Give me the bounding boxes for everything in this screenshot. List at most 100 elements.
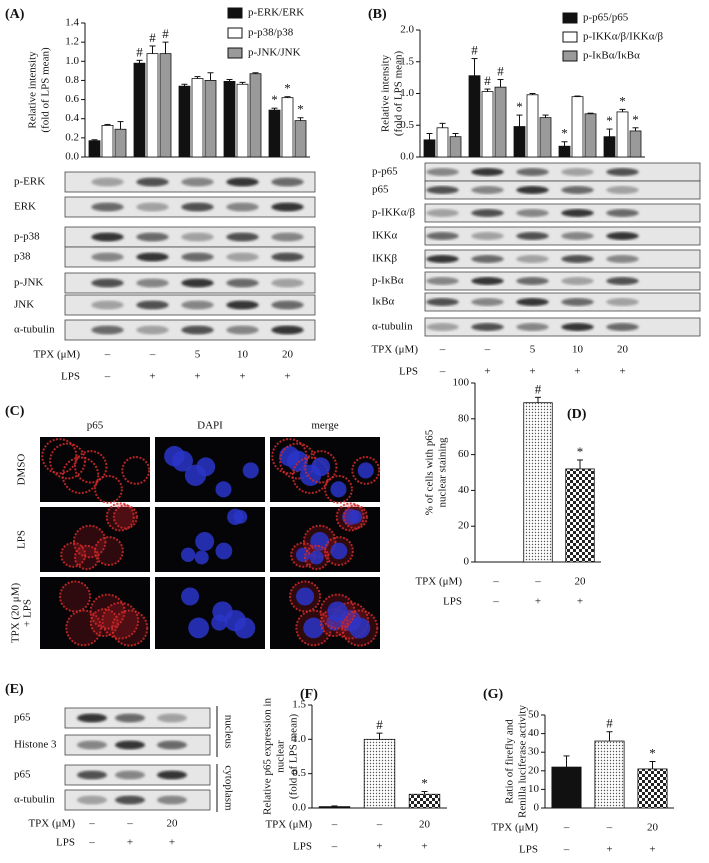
treatment-level: + bbox=[574, 366, 580, 378]
p65-signal bbox=[304, 450, 338, 484]
blot-band bbox=[136, 278, 169, 288]
significance: * bbox=[284, 81, 291, 96]
blot-label: JNK bbox=[14, 299, 34, 311]
panel-label: (F) bbox=[300, 687, 318, 702]
nucleus-signal bbox=[172, 450, 193, 472]
bar bbox=[616, 111, 629, 158]
blot-band bbox=[136, 325, 169, 335]
blot-band bbox=[157, 770, 187, 780]
p65-signal bbox=[112, 504, 138, 530]
blot-band bbox=[426, 277, 459, 285]
blot-band bbox=[157, 713, 187, 723]
row-label: + LPS bbox=[22, 599, 34, 627]
nucleus-signal bbox=[296, 587, 315, 606]
y-axis-label: Renilla luciferase activity bbox=[517, 705, 529, 819]
y-axis-label: nuclear staining bbox=[437, 437, 449, 507]
blot-band bbox=[136, 202, 169, 212]
bar bbox=[318, 806, 351, 809]
blot-label: p65 bbox=[14, 769, 31, 781]
significance: # bbox=[484, 73, 491, 88]
panel-label: (C) bbox=[5, 404, 25, 419]
bar bbox=[114, 128, 127, 158]
treatment-level: 20 bbox=[167, 818, 179, 830]
bar bbox=[101, 125, 114, 158]
p65-signal bbox=[121, 456, 151, 485]
treatment-level: + bbox=[169, 837, 175, 849]
legend-swatch bbox=[227, 27, 243, 39]
treatment-level: – bbox=[331, 819, 338, 831]
y-tick-label: 0.5 bbox=[400, 119, 414, 131]
bar bbox=[281, 97, 294, 158]
significance: # bbox=[497, 64, 504, 79]
column-label: merge bbox=[311, 420, 338, 432]
blot-band bbox=[136, 252, 169, 262]
nucleus-signal bbox=[188, 617, 210, 639]
significance: # bbox=[535, 381, 542, 396]
legend-label: p-p65/p65 bbox=[583, 12, 629, 24]
blot-label: p-JNK bbox=[14, 277, 43, 289]
fraction-label: nucleus bbox=[222, 715, 234, 749]
treatment-level: + bbox=[649, 844, 655, 856]
y-tick-label: 40 bbox=[458, 484, 470, 496]
blot-band bbox=[115, 740, 145, 750]
blot-band bbox=[516, 209, 549, 217]
bar bbox=[603, 136, 616, 158]
bar bbox=[481, 91, 494, 158]
bar bbox=[178, 85, 191, 158]
treatment-label: LPS bbox=[56, 837, 75, 849]
p65-signal bbox=[59, 580, 92, 613]
blot-band bbox=[181, 202, 214, 212]
blot-label: α-tubulin bbox=[372, 321, 413, 333]
blot-band bbox=[271, 278, 304, 288]
blot-label: p-p38 bbox=[14, 231, 40, 243]
treatment-level: + bbox=[484, 366, 490, 378]
treatment-level: – bbox=[331, 841, 338, 853]
blot-band bbox=[271, 202, 304, 212]
treatment-level: + bbox=[376, 841, 382, 853]
blot-band bbox=[226, 325, 259, 335]
legend-label: p-ERK/ERK bbox=[248, 7, 304, 19]
significance: * bbox=[577, 444, 584, 459]
bar bbox=[133, 62, 146, 158]
bar bbox=[551, 766, 582, 809]
treatment-level: – bbox=[104, 371, 111, 383]
blot-band bbox=[561, 232, 594, 240]
nucleus-signal bbox=[309, 550, 324, 565]
bar bbox=[571, 96, 584, 158]
legend-swatch bbox=[227, 7, 243, 19]
significance: # bbox=[606, 716, 613, 731]
treatment-label: LPS bbox=[61, 371, 80, 383]
y-tick-label: 0.0 bbox=[292, 802, 306, 814]
significance: * bbox=[271, 92, 278, 107]
bar bbox=[539, 117, 552, 158]
bar bbox=[584, 113, 597, 158]
blot-label: IκBα bbox=[372, 296, 395, 308]
blot-label: IKKβ bbox=[372, 253, 398, 265]
blot-band bbox=[561, 168, 594, 176]
treatment-level: 5 bbox=[530, 344, 536, 356]
treatment-level: 20 bbox=[647, 822, 659, 834]
blot-band bbox=[606, 186, 639, 194]
blot-band bbox=[226, 232, 259, 242]
treatment-level: + bbox=[284, 371, 290, 383]
y-tick-label: 0.0 bbox=[400, 151, 414, 163]
significance: # bbox=[471, 43, 478, 58]
y-axis-label: nuclear bbox=[275, 740, 287, 773]
treatment-level: – bbox=[534, 576, 541, 588]
nucleus-signal bbox=[196, 457, 216, 477]
p65-signal bbox=[89, 593, 126, 630]
blot-band bbox=[91, 177, 124, 187]
blot-band bbox=[271, 252, 304, 262]
treatment-level: – bbox=[492, 576, 499, 588]
treatment-label: TPX (μM) bbox=[415, 576, 462, 588]
treatment-level: 20 bbox=[575, 576, 587, 588]
bar bbox=[408, 793, 441, 809]
treatment-label: LPS bbox=[443, 596, 462, 608]
blot-band bbox=[471, 298, 504, 306]
treatment-level: + bbox=[194, 371, 200, 383]
y-tick-label: 0 bbox=[534, 802, 540, 814]
y-tick-label: 2.0 bbox=[400, 24, 414, 36]
treatment-level: – bbox=[104, 349, 111, 361]
blot-band bbox=[471, 168, 504, 176]
blot-band bbox=[91, 252, 124, 262]
